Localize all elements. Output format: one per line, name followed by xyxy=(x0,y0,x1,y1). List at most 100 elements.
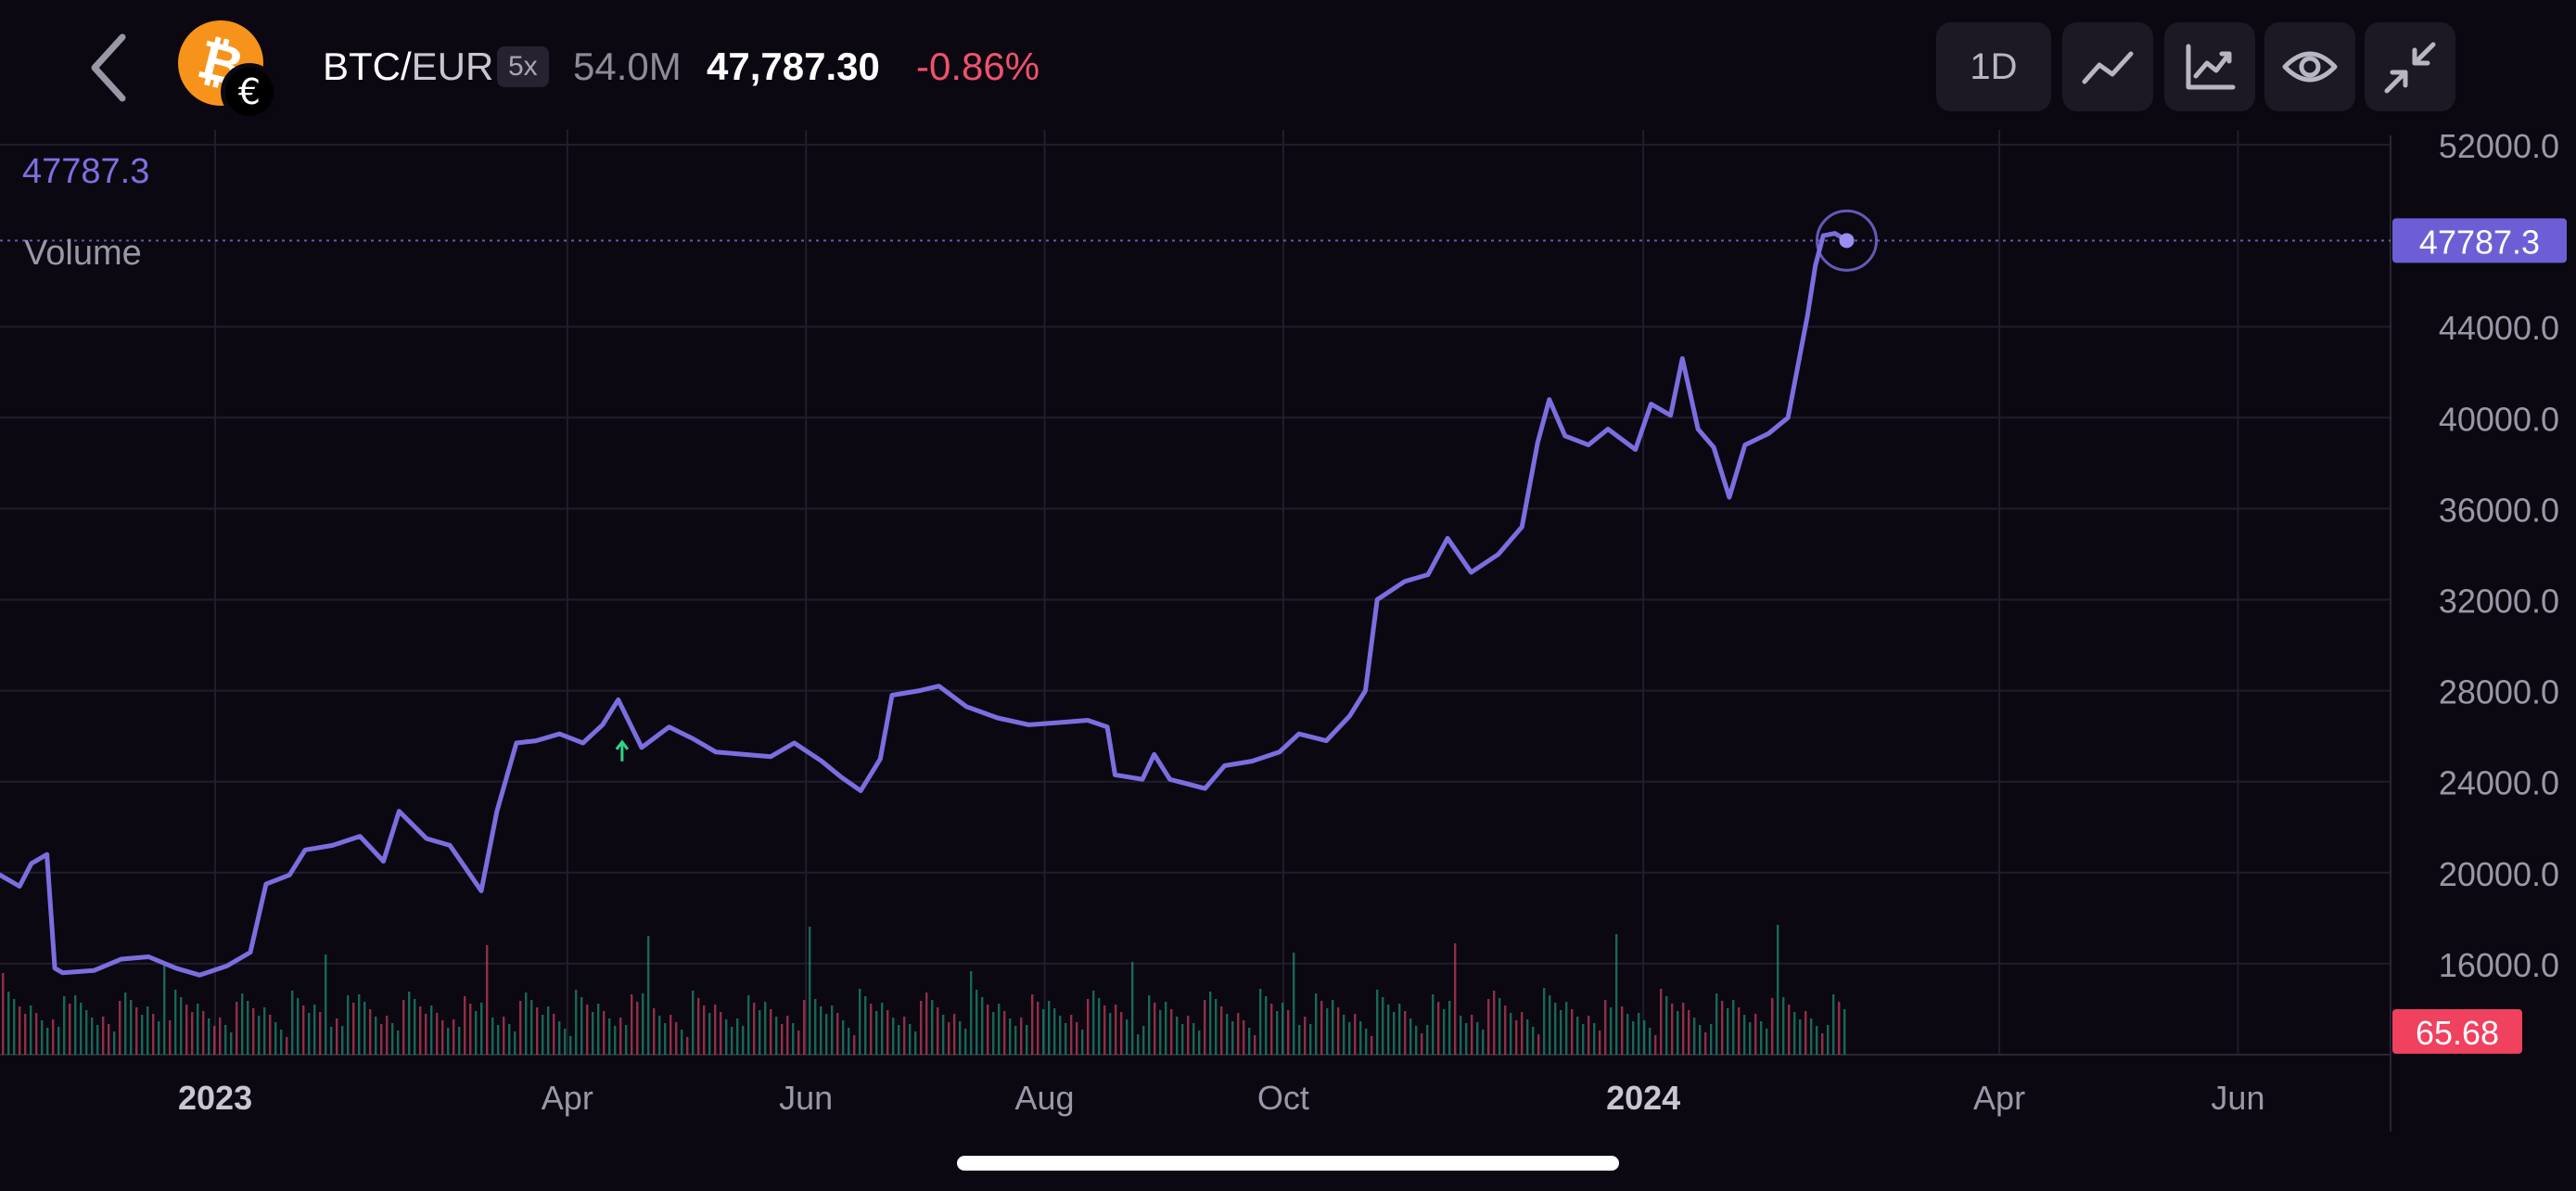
volume-bar xyxy=(1782,997,1785,1055)
volume-bar xyxy=(147,1006,149,1055)
data-point xyxy=(287,873,291,877)
volume-bar xyxy=(803,1000,806,1055)
data-point xyxy=(1743,443,1747,447)
volume-bar xyxy=(80,1003,83,1055)
data-point xyxy=(1426,573,1430,577)
volume-bar xyxy=(1471,1015,1473,1055)
volume-bar xyxy=(2,973,5,1055)
up-arrow-head xyxy=(615,739,630,750)
volume-bar xyxy=(1482,1030,1485,1055)
home-indicator[interactable] xyxy=(957,1156,1619,1171)
volume-bar xyxy=(1192,1023,1195,1055)
volume-bar xyxy=(436,1013,439,1055)
data-point xyxy=(1712,445,1715,449)
volume-bar xyxy=(564,1029,567,1055)
volume-bar xyxy=(1226,1014,1229,1055)
volume-bar xyxy=(1209,992,1212,1055)
back-button[interactable] xyxy=(82,26,137,109)
visibility-button[interactable] xyxy=(2264,22,2355,111)
volume-bar xyxy=(914,1031,917,1055)
data-point xyxy=(878,757,882,761)
volume-bar xyxy=(853,1035,856,1055)
data-point xyxy=(1168,777,1172,781)
volume-bar xyxy=(274,1022,277,1055)
up-arrow-icon xyxy=(615,739,630,762)
volume-bar xyxy=(814,999,817,1055)
chart-type-button[interactable] xyxy=(2062,22,2153,111)
volume-bar xyxy=(1237,1013,1240,1055)
volume-bar xyxy=(820,1006,823,1055)
volume-bar xyxy=(30,1005,32,1055)
pair-symbol[interactable]: BTC/EUR xyxy=(323,41,493,93)
indicators-button[interactable] xyxy=(2164,22,2255,111)
last-volume-label: 65.68 xyxy=(2416,1014,2499,1052)
volume-bar xyxy=(414,999,416,1055)
volume-bar xyxy=(1643,1020,1646,1055)
volume-bar xyxy=(1076,1022,1078,1055)
pair-separator: / xyxy=(401,45,412,88)
volume-bar xyxy=(1799,1019,1802,1055)
volume-bar xyxy=(1766,1029,1768,1055)
volume-bar xyxy=(124,992,127,1055)
volume-bar xyxy=(670,1015,672,1055)
data-point xyxy=(147,955,150,959)
volume-bar xyxy=(842,1020,845,1055)
volume-bar xyxy=(1109,1013,1112,1055)
volume-bar xyxy=(302,1005,305,1055)
volume-bar xyxy=(319,1012,322,1055)
volume-bar xyxy=(1754,1014,1757,1055)
volume-bar xyxy=(964,1029,967,1055)
volume-bar xyxy=(1515,1020,1518,1055)
volume-bar xyxy=(213,1026,216,1055)
volume-bar xyxy=(1677,1011,1679,1055)
volume-bar xyxy=(953,1014,956,1055)
volume-bar xyxy=(569,1036,572,1055)
volume-bar xyxy=(1448,1001,1451,1055)
volume-bar xyxy=(252,1008,255,1055)
volume-bar xyxy=(992,1012,995,1055)
data-point xyxy=(264,882,268,886)
volume-bar xyxy=(1154,1003,1156,1055)
collapse-button[interactable] xyxy=(2365,22,2455,111)
pair-quote: EUR xyxy=(411,45,494,88)
volume-bar xyxy=(792,1023,795,1055)
volume-bar xyxy=(1838,1002,1841,1055)
volume-bar xyxy=(1020,1018,1023,1055)
volume-bar xyxy=(942,1015,945,1055)
volume-bar xyxy=(736,1018,739,1055)
data-point xyxy=(515,741,518,745)
volume-bar xyxy=(24,1014,27,1055)
volume-bar xyxy=(775,1017,778,1055)
volume-bar xyxy=(619,1018,622,1055)
volume-bar xyxy=(336,1018,338,1055)
volume-bar xyxy=(797,1031,800,1055)
data-point xyxy=(1324,739,1328,743)
volume-bar xyxy=(658,1016,661,1055)
volume-bar xyxy=(1176,1017,1179,1055)
volume-bar xyxy=(69,1004,71,1055)
volume-bar xyxy=(1187,1016,1190,1055)
volume-bar xyxy=(1103,1005,1106,1055)
volume-bar xyxy=(163,964,166,1055)
volume-bar xyxy=(1048,1001,1051,1055)
volume-bar xyxy=(1432,994,1435,1055)
volume-bar xyxy=(1721,1001,1724,1055)
data-point xyxy=(1669,414,1673,417)
volume-bar xyxy=(1521,1012,1524,1055)
volume-bar xyxy=(397,1031,400,1055)
timeframe-button[interactable]: 1D xyxy=(1936,22,2051,111)
volume-bar xyxy=(697,998,700,1055)
volume-bar xyxy=(1131,962,1134,1055)
last-price-tag xyxy=(2392,218,2567,263)
volume-bar xyxy=(269,1015,272,1055)
volume-bar xyxy=(759,1010,761,1055)
volume-bar xyxy=(369,1009,372,1055)
volume-bar xyxy=(631,994,633,1055)
volume-bar xyxy=(191,1012,194,1055)
volume-bar xyxy=(1749,1022,1752,1055)
legend-volume: Volume xyxy=(24,234,142,273)
data-point xyxy=(0,873,2,877)
volume-bar xyxy=(297,998,300,1055)
y-tick-label: 24000.0 xyxy=(2439,764,2559,802)
